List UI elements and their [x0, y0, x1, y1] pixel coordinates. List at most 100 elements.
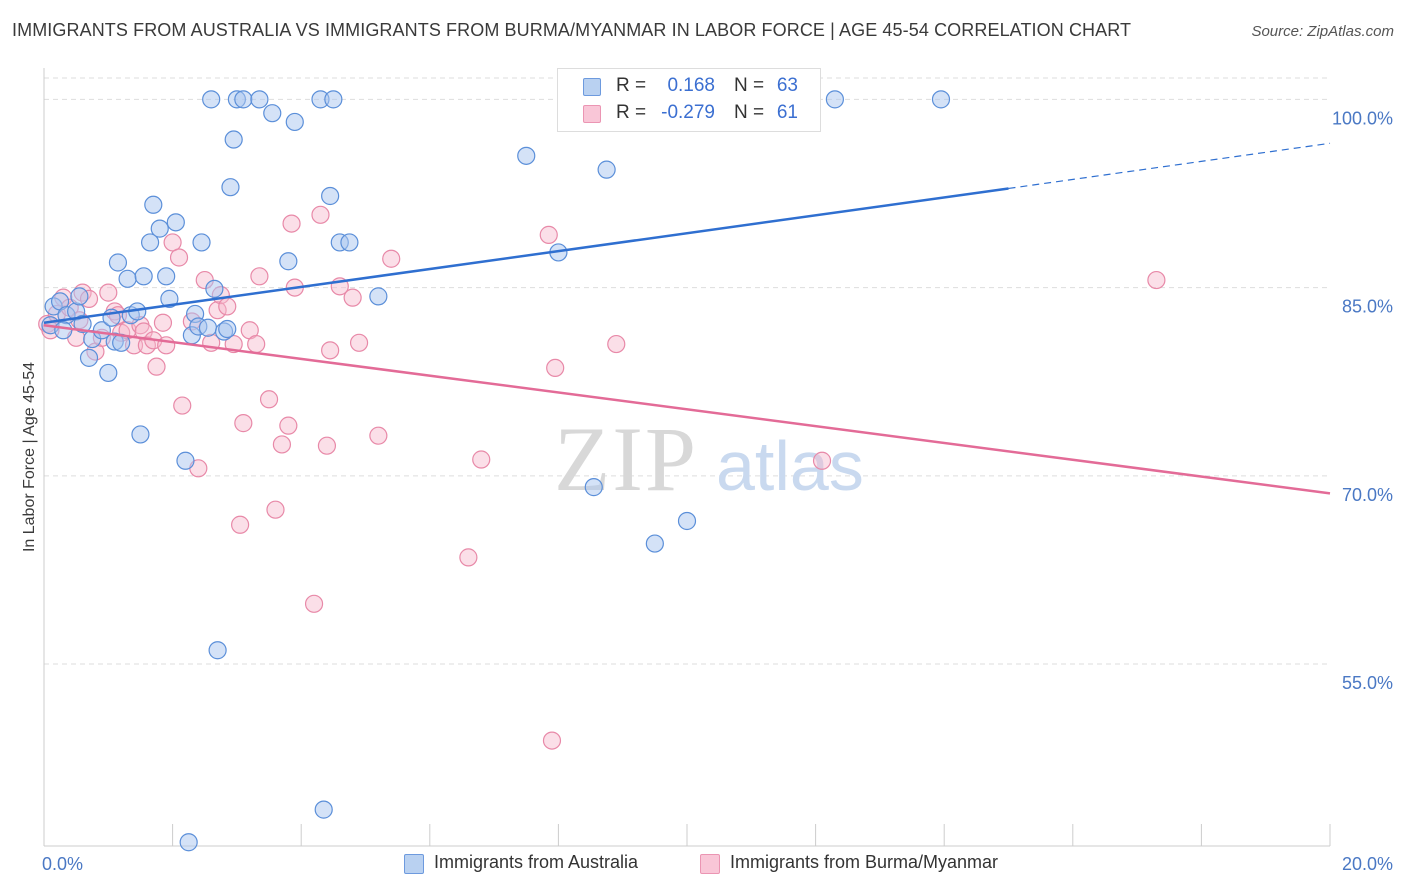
x-tick-label: 0.0%	[42, 854, 83, 874]
point-australia	[263, 104, 282, 123]
legend-n-value: 63	[776, 75, 798, 96]
point-australia	[279, 252, 298, 271]
trendlines	[43, 142, 1331, 495]
y-tick-label: 70.0%	[1342, 485, 1393, 505]
point-australia	[166, 213, 185, 232]
point-australia	[234, 90, 253, 109]
series-legend: Immigrants from Australia Immigrants fro…	[0, 852, 1406, 878]
point-burma	[208, 301, 227, 320]
legend-row-australia: R = 0.168 N = 63	[558, 74, 820, 100]
point-australia	[140, 233, 160, 252]
point-burma	[607, 334, 626, 354]
correlation-legend: R = 0.168 N = 63 R = -0.279 N = 61	[557, 68, 821, 132]
point-burma	[272, 435, 292, 454]
point-burma	[1147, 270, 1166, 290]
trendline-australia-extension	[1008, 142, 1331, 190]
trendline-burma	[43, 324, 1331, 495]
point-australia	[314, 800, 333, 819]
point-australia	[157, 267, 176, 286]
point-burma	[247, 334, 266, 354]
point-burma	[546, 358, 565, 378]
legend-swatch-burma	[700, 854, 720, 874]
point-burma	[173, 396, 192, 415]
legend-n-value: 61	[776, 102, 798, 123]
point-burma	[259, 390, 279, 409]
point-burma	[234, 414, 253, 433]
point-burma	[472, 450, 491, 469]
legend-row-burma: R = -0.279 N = 61	[558, 101, 820, 127]
grid	[44, 77, 1330, 665]
point-burma	[282, 214, 301, 233]
point-australia	[79, 348, 99, 367]
point-australia	[931, 90, 951, 109]
point-australia	[825, 90, 844, 109]
point-australia	[179, 833, 198, 852]
point-australia	[131, 425, 150, 444]
point-burma	[459, 548, 478, 567]
point-australia	[645, 534, 664, 553]
point-australia	[144, 195, 163, 214]
point-australia	[205, 279, 224, 298]
point-australia	[208, 641, 227, 660]
point-burma	[250, 267, 269, 286]
point-burma	[279, 416, 298, 435]
point-australia	[73, 314, 92, 334]
point-australia	[160, 289, 179, 308]
point-australia	[369, 287, 388, 306]
point-australia	[677, 511, 697, 531]
point-australia	[285, 112, 304, 132]
point-australia	[150, 219, 169, 238]
point-australia	[108, 253, 128, 272]
tick-labels: 55.0% 70.0% 85.0% 100.0% 0.0% 20.0%	[42, 108, 1393, 874]
legend-swatch-australia	[404, 854, 424, 874]
chart-title: IMMIGRANTS FROM AUSTRALIA VS IMMIGRANTS …	[12, 20, 1132, 40]
y-axis-title: In Labor Force | Age 45-54	[21, 362, 38, 552]
point-australia	[70, 287, 89, 306]
watermark-zip: ZIP	[554, 408, 698, 510]
point-australia	[198, 318, 218, 337]
point-burma	[321, 341, 340, 360]
point-burma	[812, 451, 832, 470]
point-australia	[218, 319, 237, 339]
point-burma	[349, 333, 369, 352]
y-tick-label: 85.0%	[1342, 297, 1393, 317]
watermark: ZIP atlas	[554, 408, 864, 510]
point-burma	[231, 515, 250, 534]
legend-swatch-australia	[583, 78, 601, 96]
point-australia	[250, 90, 269, 109]
source-note: Source: ZipAtlas.com	[1251, 23, 1394, 40]
axes	[43, 68, 1331, 847]
point-australia	[221, 178, 240, 197]
legend-n-label: N =	[734, 102, 765, 123]
point-burma	[304, 594, 324, 613]
point-australia	[118, 269, 137, 288]
legend-r-label: R =	[616, 102, 647, 123]
legend-r-value: -0.279	[661, 102, 715, 123]
point-burma	[317, 436, 337, 455]
point-burma	[369, 426, 388, 445]
point-australia	[99, 363, 118, 383]
point-australia	[134, 267, 153, 286]
point-australia	[54, 321, 73, 340]
x-tick-label: 20.0%	[1342, 854, 1393, 874]
watermark-atlas: atlas	[716, 427, 864, 505]
y-tick-label: 55.0%	[1342, 673, 1393, 693]
legend-label-burma: Immigrants from Burma/Myanmar	[730, 852, 999, 872]
point-burma	[311, 205, 330, 224]
point-australia	[224, 130, 243, 149]
point-australia	[324, 90, 343, 109]
y-tick-label: 100.0%	[1332, 108, 1393, 128]
trendline-australia	[43, 187, 1009, 324]
legend-n-label: N =	[734, 75, 765, 96]
legend-swatch-burma	[583, 105, 601, 123]
point-australia	[192, 233, 211, 252]
point-burma	[539, 225, 558, 244]
point-burma	[163, 233, 182, 252]
point-burma	[153, 313, 173, 332]
legend-r-label: R =	[616, 75, 647, 96]
point-burma	[343, 288, 362, 307]
point-burma	[169, 248, 189, 267]
point-burma	[266, 500, 285, 519]
legend-label-australia: Immigrants from Australia	[434, 852, 639, 872]
